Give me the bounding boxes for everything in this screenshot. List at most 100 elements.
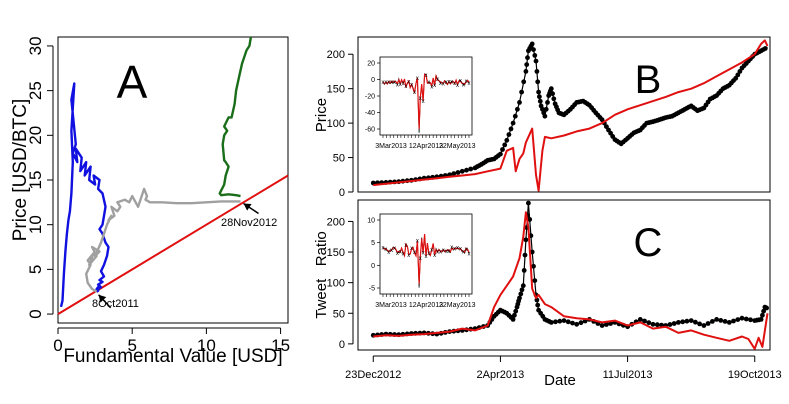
panel-b-y-axis-title: Price [313,98,330,132]
panel-c-point [512,312,517,318]
panel-b-point [537,94,542,100]
inset-series-model [382,73,470,129]
panel-c-point [637,317,643,322]
inset-point: x [390,80,393,86]
panel-a-y-tick-label: 5 [26,265,45,274]
panel-a-series-0 [57,174,289,315]
inset-point: x [427,80,430,86]
inset-point: x [390,248,393,254]
panel-a-y-tick-label: 15 [26,171,45,190]
panel-c-point [718,318,724,323]
panel-c-x-tick-label: 2Apr2013 [477,369,525,381]
panel-c-point [748,317,753,323]
panel-a-y-tick-label: 0 [26,309,45,318]
inset-point: x [399,82,402,88]
panel-a: A 0 5 10 15 0 5 10 15 20 25 30 Fundamental Value … [10,36,290,367]
panel-c-x-axis: 23Dec2012 2Apr2013 11Jul2013 19Oct2013 [345,355,782,381]
inset-point: x [410,83,413,89]
panel-a-label: A [117,56,148,108]
panel-b-point [551,96,557,102]
inset-point: x [450,245,453,251]
panel-c-point [705,321,711,326]
panel-b-point [519,89,524,95]
inset-point: x [442,82,445,88]
inset-point: x [416,76,419,82]
panel-b-y-tick-label: 100 [327,118,345,130]
inset-point: x [396,83,399,89]
panel-c-point [557,318,563,324]
panel-c-point [535,302,541,308]
inset-x-tick-label: 12Apr2013 [409,143,443,150]
annotation-8oct2011: 8Oct2011 [92,298,139,310]
inset-point: x [450,79,453,85]
panel-c-y-tick-label: 200 [327,216,345,228]
inset-point: x [436,77,439,83]
panel-c-point [532,278,538,283]
panel-c-series-1 [373,211,769,350]
panel-a-y-axis-title: Price [USD/BTC] [10,99,31,242]
panel-b-point [521,79,527,85]
panel-b-point [531,47,536,52]
panel-b-point [529,41,535,47]
inset-point: x [387,250,390,256]
panel-c-point [570,320,575,326]
panel-c-frame [357,199,771,351]
panel-c-point [758,317,764,322]
inset-point: x [442,248,445,254]
panel-a-series-2 [84,187,241,293]
panel-c-point [578,320,584,326]
inset-y-tick-label: 0 [371,77,375,84]
inset-y-tick-label: -5 [369,286,375,293]
inset-point: x [439,250,442,256]
inset-point: x [393,246,396,252]
panel-b-point [498,151,503,157]
inset-point: x [465,79,468,85]
inset-point: x [456,83,459,89]
panel-c-y-tick-label: 0 [339,339,345,351]
inset-point: x [456,246,459,252]
inset-point: x [433,83,436,89]
panel-a-annotation-arrows [98,202,259,309]
panel-c-point [531,263,536,269]
panel-c-point [604,322,609,327]
inset-point: x [462,250,465,256]
panel-b-series-1 [373,39,769,192]
inset-point: x [439,81,442,87]
inset-series-model [382,233,470,284]
panel-b-point [464,167,469,173]
panel-a-x-tick-label: 0 [53,336,62,355]
panel-b-point [537,98,543,104]
inset-point: x [459,246,462,252]
inset-point: x [445,249,448,255]
panel-a-x-tick-label: 10 [197,336,216,355]
inset-point: x [404,243,407,249]
panel-b-point [524,62,530,67]
panel-c-point [523,237,529,243]
inset-point: x [413,250,416,256]
panel-c-point [650,321,656,327]
panel-b-point [451,171,457,177]
panel-b-point [535,79,541,85]
inset-point: x [422,250,425,256]
inset-x-tick-label: 12Apr2013 [409,302,443,309]
panel-c-point [676,320,681,325]
panel-b-point [525,55,530,61]
panel-c-x-tick-label: 11Jul2013 [603,369,653,381]
inset-point: x [382,80,385,86]
inset-point: x [402,251,405,257]
inset-y-tick-label: 10 [367,218,375,225]
panel-b-point [735,72,741,78]
inset-point: x [468,251,471,257]
panel-c-y-axis: 0 50 100 150 200 [327,216,354,351]
inset-point: x [433,253,436,259]
inset-point: x [393,80,396,86]
panel-b-point [542,113,548,119]
inset-point: x [447,249,450,255]
inset-point: x [465,247,468,253]
panel-c-series [370,200,769,350]
inset-point: x [436,250,439,256]
panel-c-point [697,321,702,327]
panel-a-y-tick-label: 30 [26,36,45,55]
